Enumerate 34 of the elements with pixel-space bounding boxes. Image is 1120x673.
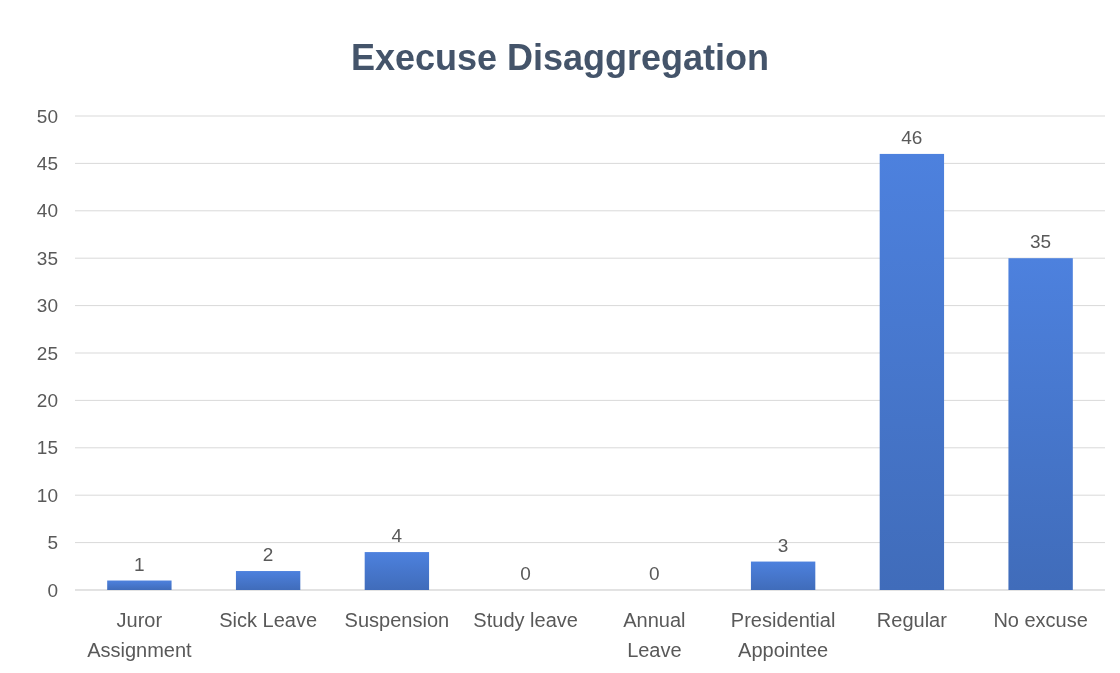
y-tick-label: 50 <box>36 105 58 127</box>
x-tick-label: Regular <box>876 609 948 631</box>
y-tick-label: 20 <box>36 390 58 412</box>
y-tick-label: 45 <box>36 153 58 175</box>
chart-title: Execuse Disaggregation <box>350 37 770 78</box>
x-tick-label: No excuse <box>993 609 1088 631</box>
bar <box>364 552 430 590</box>
bar <box>235 571 301 590</box>
data-label: 2 <box>262 544 274 566</box>
data-label: 3 <box>777 534 789 556</box>
data-label: 35 <box>1030 231 1052 253</box>
x-tick-label: Presidential Appointee <box>730 609 836 661</box>
y-tick-label: 10 <box>36 484 58 506</box>
data-label: 46 <box>901 126 923 148</box>
y-tick-label: 15 <box>36 437 58 459</box>
data-label: 4 <box>391 525 403 547</box>
x-tick-label: Annual Leave <box>623 609 686 661</box>
y-tick-label: 40 <box>36 200 58 222</box>
x-tick-label: Sick Leave <box>219 609 318 631</box>
y-tick-label: 35 <box>36 247 58 269</box>
bar <box>1008 258 1073 590</box>
y-tick-label: 5 <box>47 532 58 554</box>
bar <box>107 580 172 590</box>
y-tick-label: 0 <box>47 579 58 601</box>
bar <box>879 153 945 590</box>
data-label: 1 <box>134 553 145 575</box>
x-tick-label: Suspension <box>344 609 450 631</box>
x-tick-label: Study leave <box>473 609 578 631</box>
x-tick-label: Juror Assignment <box>87 609 193 661</box>
y-tick-label: 30 <box>36 295 58 317</box>
y-tick-label: 25 <box>36 342 58 364</box>
data-label: 0 <box>520 563 531 584</box>
bar <box>750 561 816 590</box>
data-label: 0 <box>649 563 660 584</box>
